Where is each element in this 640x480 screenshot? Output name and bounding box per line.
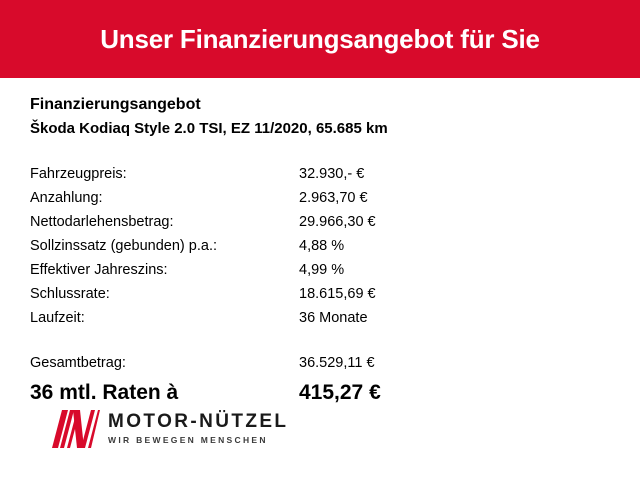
row-value: 29.966,30 € (299, 214, 376, 230)
details-table: Fahrzeugpreis: 32.930,- € Anzahlung: 2.9… (30, 166, 610, 411)
row-label: Anzahlung: (30, 190, 103, 206)
monthly-rate-value: 415,27 € (299, 381, 381, 404)
row-label: Sollzinssatz (gebunden) p.a.: (30, 238, 217, 254)
logo-name: MOTOR-NÜTZEL (108, 411, 289, 432)
total-row: Gesamtbetrag: 36.529,11 € (30, 355, 610, 379)
monthly-rate-label: 36 mtl. Raten à (30, 381, 179, 404)
logo-wordmark: MOTOR-NÜTZEL WIR BEWEGEN MENSCHEN (108, 412, 288, 446)
monthly-rate-row: 36 mtl. Raten à 415,27 € (30, 381, 610, 411)
row-label: Laufzeit: (30, 310, 85, 326)
dealer-logo: MOTOR-NÜTZEL WIR BEWEGEN MENSCHEN (50, 408, 288, 450)
table-row: Laufzeit: 36 Monate (30, 310, 610, 334)
table-row: Schlussrate: 18.615,69 € (30, 286, 610, 310)
offer-content: Finanzierungsangebot Škoda Kodiaq Style … (30, 94, 610, 411)
page-title: Unser Finanzierungsangebot für Sie (100, 24, 540, 54)
row-label: Effektiver Jahreszins: (30, 262, 168, 278)
logo-tagline: WIR BEWEGEN MENSCHEN (108, 435, 268, 445)
total-value: 36.529,11 € (299, 355, 375, 371)
table-row: Effektiver Jahreszins: 4,99 % (30, 262, 610, 286)
header-banner: Unser Finanzierungsangebot für Sie (0, 0, 640, 78)
vehicle-description: Škoda Kodiaq Style 2.0 TSI, EZ 11/2020, … (30, 120, 388, 137)
row-label: Fahrzeugpreis: (30, 166, 127, 182)
table-row: Anzahlung: 2.963,70 € (30, 190, 610, 214)
row-spacer (30, 334, 610, 355)
row-value: 2.963,70 € (299, 190, 368, 206)
table-row: Fahrzeugpreis: 32.930,- € (30, 166, 610, 190)
row-value: 18.615,69 € (299, 286, 376, 302)
row-value: 4,88 % (299, 238, 345, 254)
row-label: Nettodarlehensbetrag: (30, 214, 174, 230)
row-label: Schlussrate: (30, 286, 110, 302)
motor-nuetzel-n-icon (52, 410, 100, 448)
row-value: 4,99 % (299, 262, 345, 278)
row-value: 36 Monate (299, 310, 368, 326)
offer-heading: Finanzierungsangebot (30, 96, 201, 113)
table-row: Nettodarlehensbetrag: 29.966,30 € (30, 214, 610, 238)
table-row: Sollzinssatz (gebunden) p.a.: 4,88 % (30, 238, 610, 262)
row-value: 32.930,- € (299, 166, 365, 182)
total-label: Gesamtbetrag: (30, 355, 126, 371)
